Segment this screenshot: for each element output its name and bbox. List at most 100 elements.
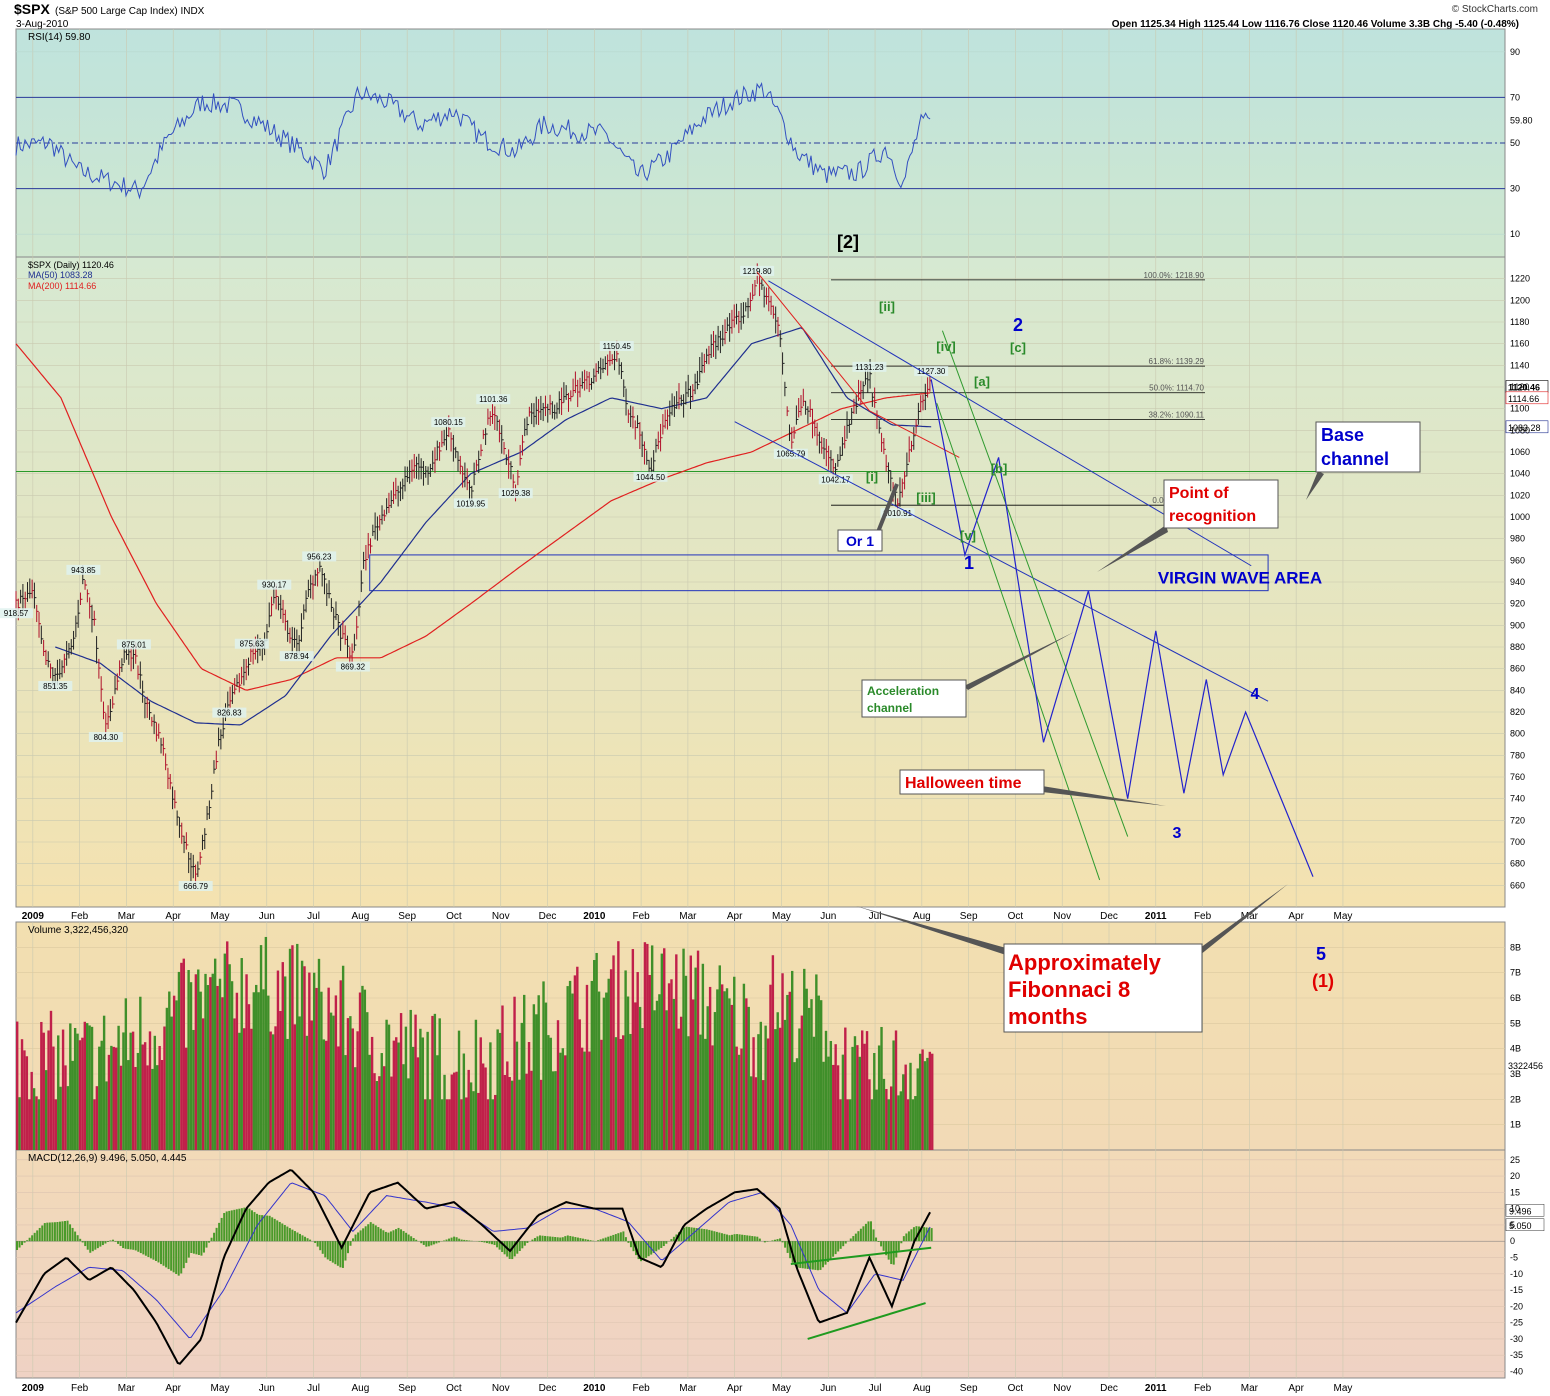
volume-bar [296, 943, 299, 1150]
macd-histogram-bar [642, 1241, 645, 1260]
macd-histogram-bar [422, 1241, 425, 1245]
price-y-tick-label: 980 [1510, 534, 1525, 544]
volume-bar [387, 1024, 391, 1150]
volume-bar [556, 1020, 560, 1150]
volume-bar [788, 991, 791, 1150]
volume-bar [204, 973, 207, 1150]
volume-bar [409, 1009, 412, 1150]
x-tick-label: Feb [1194, 1383, 1212, 1394]
volume-bar [305, 1035, 309, 1150]
volume-bar [848, 1099, 852, 1150]
macd-histogram-bar [786, 1241, 789, 1253]
x-tick-label: May [211, 911, 230, 922]
price-label: 666.79 [183, 882, 208, 891]
macd-histogram-bar [491, 1241, 494, 1245]
volume-bar [146, 1065, 149, 1150]
macd-y-tick-label: -5 [1510, 1252, 1518, 1262]
price-label-bg [66, 564, 101, 575]
macd-histogram-bar [442, 1240, 445, 1242]
virgin-wave-area-box [369, 554, 1269, 592]
volume-bar [148, 1031, 152, 1150]
wave-a: [a] [974, 374, 990, 389]
volume-bar [477, 1092, 480, 1150]
volume-bar [580, 1047, 584, 1150]
volume-bar [192, 1029, 195, 1150]
or1-box [837, 529, 883, 552]
x-tick-label: 2010 [583, 911, 606, 922]
x-tick-label: Apr [165, 911, 181, 922]
macd-histogram-bar [852, 1236, 855, 1242]
volume-bar [544, 1002, 548, 1150]
macd-histogram-bar [261, 1215, 264, 1242]
volume-bar [30, 1071, 33, 1150]
fib8-label-3: months [1008, 1004, 1087, 1029]
volume-bar [904, 1064, 907, 1150]
volume-bar [757, 1034, 760, 1150]
acceleration-channel-upper [941, 330, 1129, 837]
x-tick-label: Jul [307, 911, 320, 922]
macd-histogram-bar [245, 1207, 248, 1242]
price-label-bg [0, 608, 33, 619]
x-tick-label: Aug [913, 1383, 931, 1394]
red-downtrend-line [756, 271, 870, 412]
volume-bar [568, 980, 572, 1150]
volume-bar [745, 998, 748, 1150]
macd-histogram-bar [837, 1241, 840, 1252]
fib-level-label: 100.0%: 1218.90 [1144, 271, 1205, 280]
macd-histogram-bar [655, 1241, 658, 1252]
macd-histogram-bar [665, 1241, 668, 1244]
volume-bar [692, 999, 695, 1150]
volume-bar [829, 1040, 833, 1150]
volume-bar [141, 1044, 144, 1150]
volume-bar [303, 966, 306, 1150]
macd-histogram-bar [142, 1241, 145, 1255]
wave-label-2-top: [2] [837, 232, 859, 252]
volume-bar [189, 982, 193, 1150]
macd-histogram-bar [859, 1228, 862, 1242]
volume-bar [696, 950, 700, 1150]
volume-bar [593, 960, 596, 1150]
macd-histogram-bar [435, 1241, 438, 1244]
macd-histogram-bar [806, 1241, 809, 1269]
volume-bar [762, 1080, 765, 1150]
volume-bar [95, 1086, 99, 1150]
volume-bar [595, 952, 598, 1150]
wave-4: 4 [1251, 686, 1260, 703]
volume-bar [88, 1025, 91, 1150]
volume-bar [165, 1007, 169, 1150]
price-label: 1065.79 [776, 450, 805, 459]
volume-bar [264, 936, 268, 1150]
macd-histogram-bar [192, 1241, 195, 1254]
volume-bar [916, 1068, 919, 1150]
volume-bar [390, 1076, 393, 1150]
volume-bar [211, 973, 214, 1150]
x-tick-label: Mar [118, 1383, 136, 1394]
volume-bar [747, 1006, 750, 1150]
macd-histogram-bar [205, 1241, 208, 1248]
macd-histogram-bar [766, 1241, 769, 1242]
price-y-tick-label: 1000 [1510, 512, 1530, 522]
volume-bar [185, 1047, 188, 1150]
volume-y-tick-label: 4B [1510, 1044, 1521, 1054]
volume-bar [156, 1065, 159, 1150]
volume-bar [503, 1074, 507, 1150]
macd-histogram-bar [258, 1214, 261, 1242]
macd-histogram-bar [746, 1235, 749, 1242]
volume-bar [861, 1030, 864, 1150]
volume-bar [718, 965, 721, 1150]
macd-histogram-bar [705, 1229, 708, 1242]
volume-bar [112, 1046, 115, 1150]
volume-bar [271, 1034, 275, 1150]
volume-bar [856, 1045, 859, 1150]
macd-histogram-bar [341, 1241, 344, 1268]
macd-histogram-bar [397, 1227, 400, 1242]
price-label: 875.63 [240, 640, 265, 649]
macd-histogram-bar [902, 1236, 905, 1242]
volume-y-tick-label: 1B [1510, 1120, 1521, 1130]
macd-y-tick-label: 20 [1510, 1171, 1520, 1181]
macd-histogram-bar [827, 1241, 830, 1263]
macd-histogram-bar [758, 1238, 761, 1242]
volume-bar [172, 995, 176, 1150]
macd-histogram-bar [235, 1209, 238, 1242]
fib8-pointer-left [856, 906, 1006, 955]
